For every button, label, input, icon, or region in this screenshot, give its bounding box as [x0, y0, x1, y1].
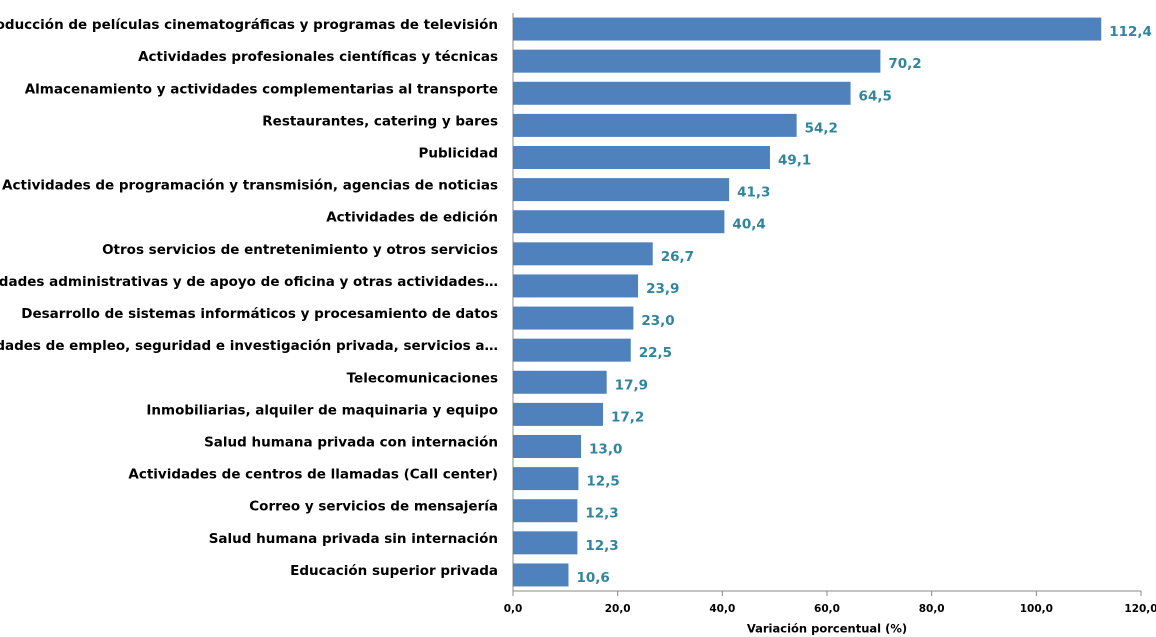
bar	[513, 81, 851, 105]
bar	[513, 49, 881, 73]
bar	[513, 435, 582, 458]
category-label: Actividades de empleo, seguridad e inves…	[0, 338, 498, 354]
bar	[513, 370, 607, 394]
category-label: Actividades de edición	[326, 210, 498, 226]
value-label: 112,4	[1109, 24, 1152, 40]
category-label: Restaurantes, catering y bares	[262, 113, 498, 129]
value-label: 23,0	[641, 313, 674, 329]
category-label: Actividades administrativas y de apoyo d…	[0, 274, 498, 290]
x-tick-label: 0,0	[504, 603, 523, 615]
bar	[513, 274, 639, 298]
value-label: 12,5	[586, 474, 619, 490]
value-label: 49,1	[778, 153, 811, 169]
value-label: 54,2	[805, 120, 838, 136]
value-label: 10,6	[576, 570, 609, 586]
value-label: 12,3	[585, 538, 618, 554]
bar	[513, 146, 770, 169]
category-label: Publicidad	[419, 146, 499, 162]
category-label: Telecomunicaciones	[347, 370, 498, 386]
category-label: Almacenamiento y actividades complementa…	[25, 81, 498, 97]
bar	[513, 402, 604, 426]
bar	[513, 210, 725, 234]
value-label: 70,2	[888, 56, 921, 72]
bar	[513, 563, 569, 587]
bar	[513, 17, 1102, 41]
value-label: 22,5	[639, 345, 672, 361]
value-label: 64,5	[859, 88, 892, 104]
category-label: Actividades profesionales científicas y …	[138, 49, 498, 65]
bar	[513, 499, 578, 523]
value-label: 12,3	[585, 506, 618, 522]
category-label: Desarrollo de sistemas informáticos y pr…	[21, 306, 498, 322]
x-tick-label: 120,0	[1124, 603, 1156, 615]
value-label: 26,7	[661, 249, 694, 265]
value-label: 40,4	[732, 217, 765, 233]
category-label: Inmobiliarias, alquiler de maquinaria y …	[146, 402, 498, 418]
category-label: Salud humana privada con internación	[204, 435, 498, 451]
bar	[513, 467, 579, 491]
category-label: Otros servicios de entretenimiento y otr…	[102, 242, 498, 258]
category-label: Actividades de programación y transmisió…	[2, 178, 498, 194]
x-axis-title: Variación porcentual (%)	[747, 622, 907, 636]
x-tick-label: 60,0	[814, 603, 840, 615]
x-tick-label: 100,0	[1020, 603, 1053, 615]
bar	[513, 178, 730, 202]
category-label: Correo y servicios de mensajería	[249, 499, 498, 515]
category-label: Educación superior privada	[290, 563, 498, 579]
category-label: Salud humana privada sin internación	[209, 531, 498, 547]
bar	[513, 531, 578, 555]
value-label: 13,0	[589, 442, 622, 458]
value-label: 17,9	[615, 377, 648, 393]
x-tick-label: 40,0	[709, 603, 735, 615]
value-label: 41,3	[737, 185, 770, 201]
value-label: 23,9	[646, 281, 679, 297]
bar	[513, 242, 653, 266]
category-label: Actividades de centros de llamadas (Call…	[128, 467, 498, 483]
x-tick-label: 80,0	[919, 603, 945, 615]
bar	[513, 338, 631, 362]
category-label: Producción de películas cinematográficas…	[0, 17, 498, 33]
x-tick-label: 20,0	[605, 603, 631, 615]
bar	[513, 113, 797, 137]
value-label: 17,2	[611, 409, 644, 425]
bar	[513, 306, 634, 330]
